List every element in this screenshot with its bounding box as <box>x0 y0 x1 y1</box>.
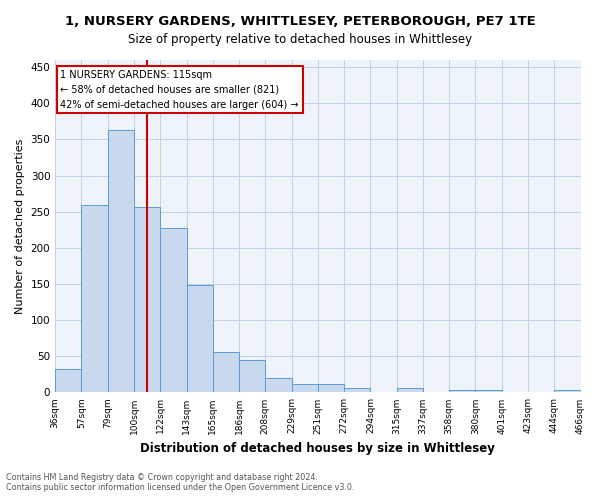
Bar <box>108 130 134 392</box>
Bar <box>55 370 82 392</box>
Bar <box>82 204 108 392</box>
Bar <box>292 384 318 392</box>
X-axis label: Distribution of detached houses by size in Whittlesey: Distribution of detached houses by size … <box>140 442 495 455</box>
Bar <box>160 228 187 392</box>
Y-axis label: Number of detached properties: Number of detached properties <box>15 138 25 314</box>
Bar <box>213 352 239 393</box>
Bar <box>344 388 370 392</box>
Bar <box>187 286 213 393</box>
Bar <box>265 378 292 392</box>
Text: Contains HM Land Registry data © Crown copyright and database right 2024.
Contai: Contains HM Land Registry data © Crown c… <box>6 473 355 492</box>
Text: 1, NURSERY GARDENS, WHITTLESEY, PETERBOROUGH, PE7 1TE: 1, NURSERY GARDENS, WHITTLESEY, PETERBOR… <box>65 15 535 28</box>
Text: 1 NURSERY GARDENS: 115sqm
← 58% of detached houses are smaller (821)
42% of semi: 1 NURSERY GARDENS: 115sqm ← 58% of detac… <box>61 70 299 110</box>
Bar <box>449 390 475 392</box>
Bar <box>239 360 265 392</box>
Bar <box>134 206 160 392</box>
Bar <box>554 390 581 392</box>
Bar <box>475 390 502 392</box>
Bar <box>318 384 344 392</box>
Bar <box>397 388 423 392</box>
Text: Size of property relative to detached houses in Whittlesey: Size of property relative to detached ho… <box>128 32 472 46</box>
